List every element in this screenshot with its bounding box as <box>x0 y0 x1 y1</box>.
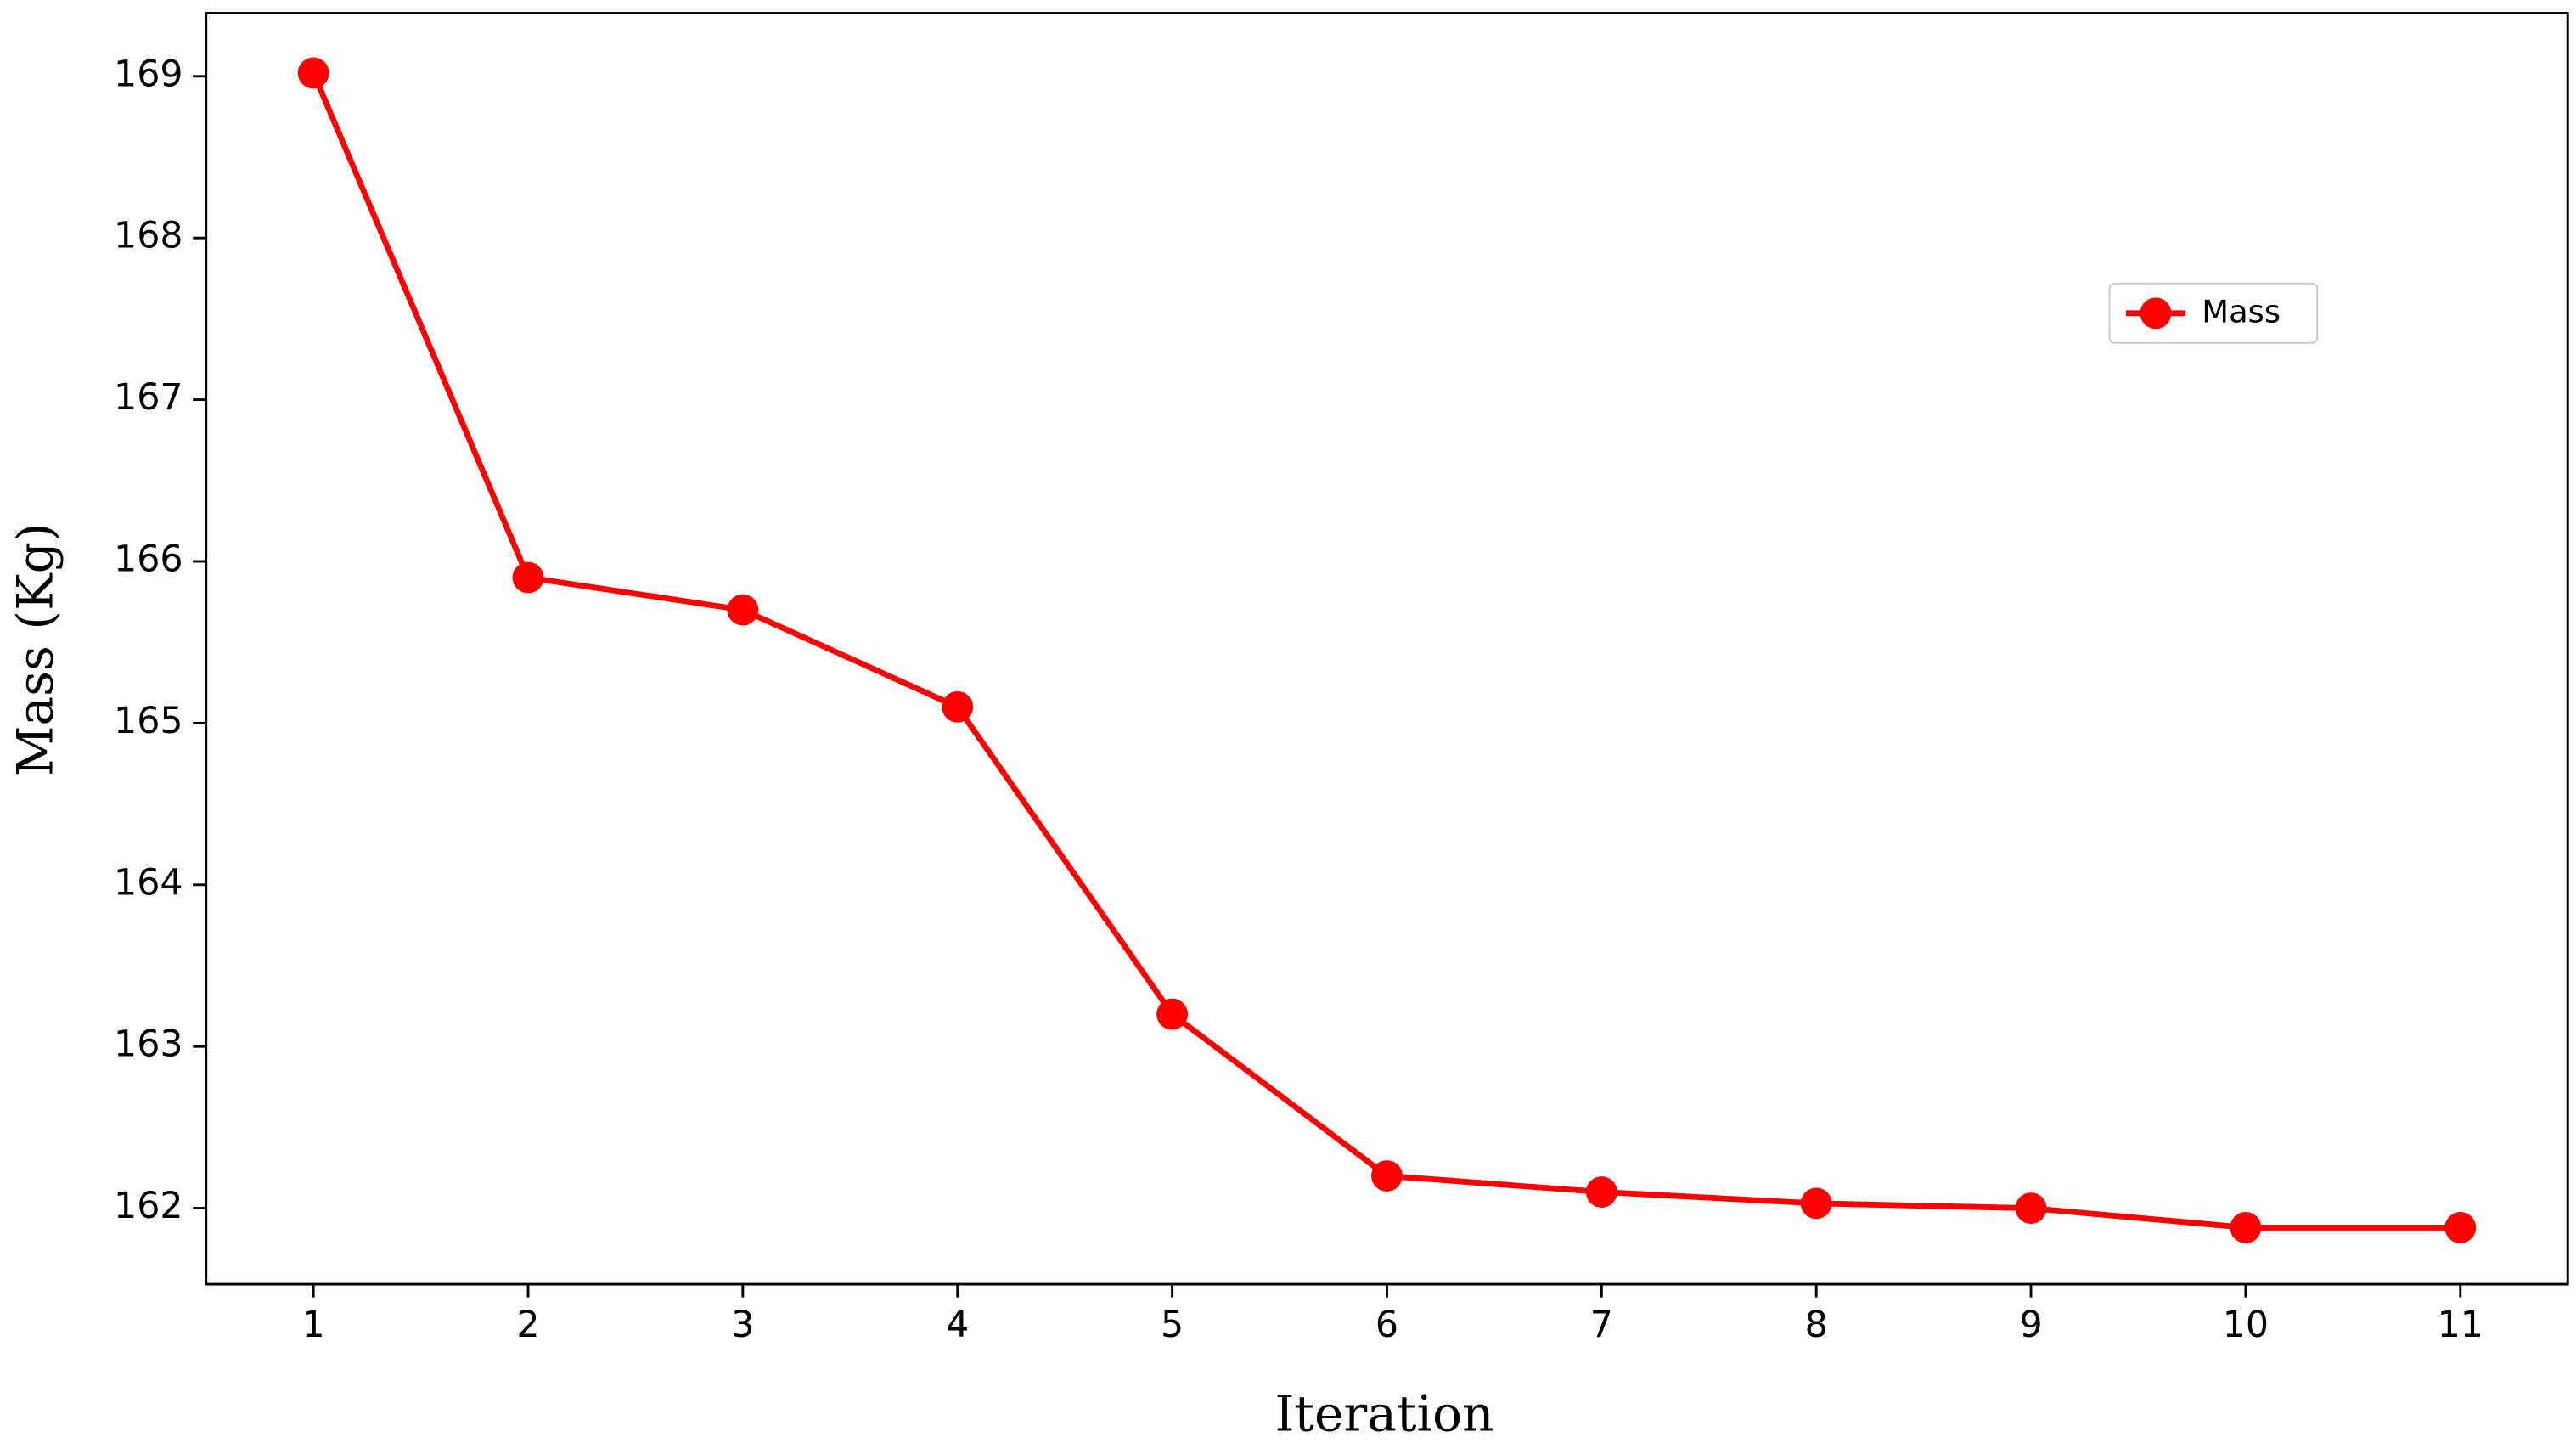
data-point <box>1371 1160 1403 1192</box>
x-tick-label: 3 <box>731 1304 754 1346</box>
x-tick-label: 4 <box>946 1304 969 1346</box>
plot-frame <box>205 12 2569 1286</box>
data-point <box>1800 1187 1832 1220</box>
y-tick-label: 163 <box>114 1023 183 1066</box>
y-tick-label: 167 <box>114 376 183 419</box>
x-tick-label: 6 <box>1375 1304 1398 1346</box>
y-axis-label: Mass (Kg) <box>7 522 65 776</box>
legend-box <box>2108 282 2319 344</box>
y-tick-label: 169 <box>114 53 183 95</box>
x-tick-label: 9 <box>2019 1304 2042 1346</box>
x-tick-label: 10 <box>2223 1304 2269 1346</box>
x-tick-label: 8 <box>1805 1304 1828 1346</box>
data-point <box>512 561 544 594</box>
data-point <box>297 57 329 89</box>
data-point <box>1156 998 1189 1030</box>
legend-label: Mass <box>2202 293 2281 330</box>
x-tick-label: 1 <box>302 1304 325 1346</box>
x-axis-label: Iteration <box>1275 1384 1494 1442</box>
data-point <box>2444 1211 2477 1243</box>
legend-marker <box>2140 297 2172 330</box>
x-tick-label: 5 <box>1161 1304 1184 1346</box>
x-tick-label: 11 <box>2438 1304 2483 1346</box>
y-tick-label: 166 <box>114 538 183 580</box>
data-point <box>2015 1192 2047 1225</box>
y-tick-label: 164 <box>114 861 183 904</box>
y-tick-label: 168 <box>114 215 183 257</box>
data-point <box>727 594 759 626</box>
data-point <box>2230 1211 2262 1243</box>
data-point <box>942 690 974 723</box>
data-point <box>1585 1176 1617 1208</box>
x-tick-label: 7 <box>1590 1304 1613 1346</box>
y-tick-label: 165 <box>114 700 183 742</box>
y-tick-label: 162 <box>114 1185 183 1227</box>
data-line <box>311 71 2461 1231</box>
x-tick-label: 2 <box>516 1304 539 1346</box>
